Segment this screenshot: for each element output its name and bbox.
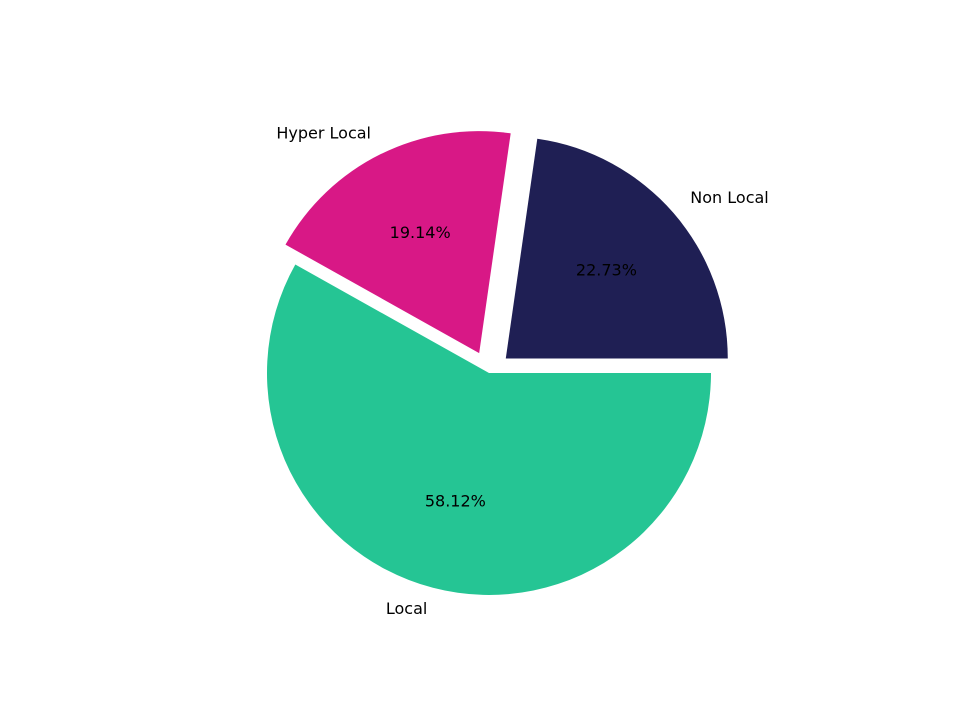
value-label: 58.12% — [425, 491, 486, 510]
slice-label: Hyper Local — [276, 124, 371, 143]
pie-slice — [267, 264, 711, 595]
pie-slice — [505, 138, 728, 359]
value-label: 19.14% — [390, 223, 451, 242]
slice-label: Non Local — [690, 188, 768, 207]
value-label: 22.73% — [576, 261, 637, 280]
pie-slice — [285, 131, 511, 354]
slice-label: Local — [386, 599, 427, 618]
